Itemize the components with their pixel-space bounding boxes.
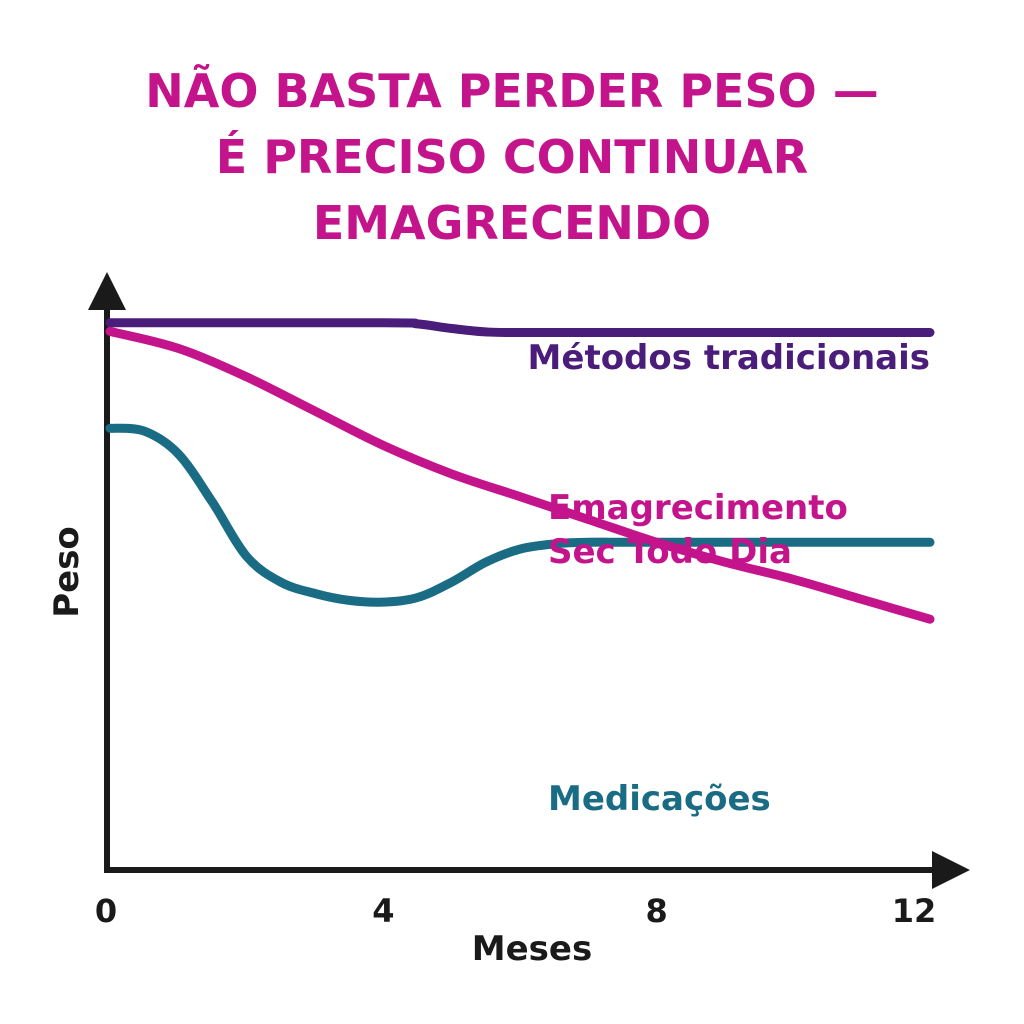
series-label-emagrecimento: Emagrecimento Sec Todo Dia <box>548 488 860 572</box>
y-axis-arrow <box>88 272 126 310</box>
x-tick-label-12: 12 <box>892 892 937 930</box>
series-line-medicacoes <box>105 423 935 607</box>
x-tick-label-0: 0 <box>95 892 117 930</box>
series-line-metodos-tradicionais <box>105 318 935 338</box>
y-axis-label: Peso <box>47 526 87 618</box>
title-line-2: É PRECISO CONTINUAR <box>215 130 809 184</box>
series-layer <box>105 318 935 624</box>
x-axis-label: Meses <box>472 929 592 969</box>
x-tick-label-4: 4 <box>372 892 394 930</box>
x-tick-label-8: 8 <box>646 892 668 930</box>
series-line-emagrecimento <box>105 326 935 624</box>
x-axis-arrow <box>932 851 970 889</box>
series-label-medicacoes: Medicações <box>548 779 771 819</box>
title-line-1: NÃO BASTA PERDER PESO — <box>145 64 879 118</box>
chart-title: NÃO BASTA PERDER PESO — É PRECISO CONTIN… <box>0 58 1024 256</box>
series-label-metodos-tradicionais: Métodos tradicionais <box>528 338 930 378</box>
x-tick-labels: 0 4 8 12 <box>95 892 936 930</box>
title-line-3: EMAGRECENDO <box>312 196 712 250</box>
